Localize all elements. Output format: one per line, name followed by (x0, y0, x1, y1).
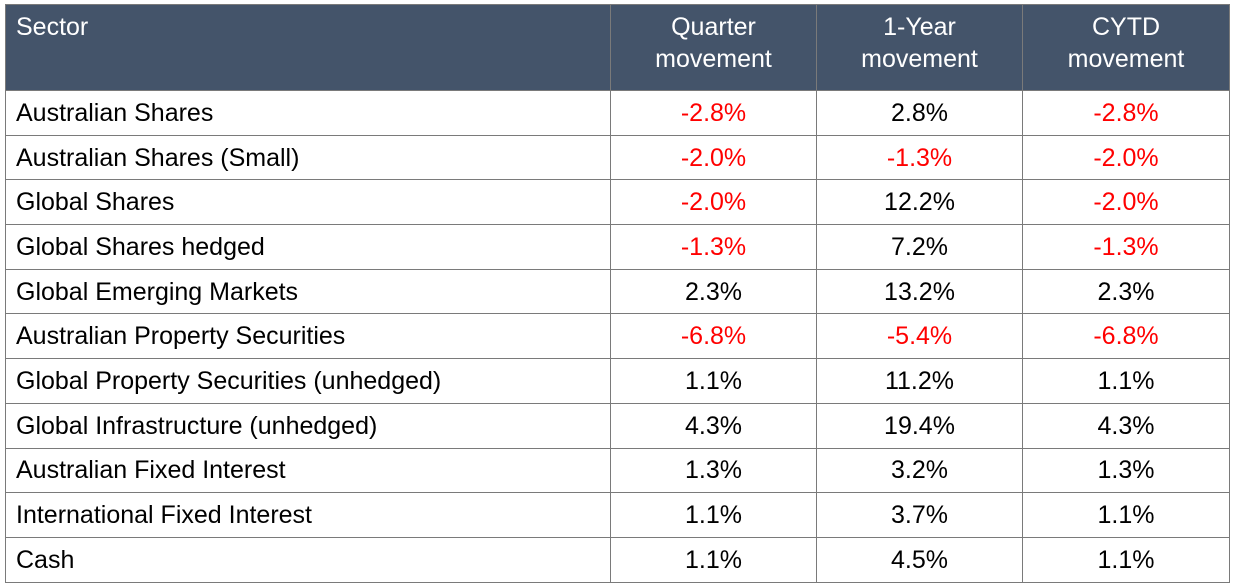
one-year-movement-cell: 3.2% (816, 447, 1023, 494)
quarter-movement-cell: 1.1% (610, 536, 817, 583)
header-quarter-line-1: Quarter (671, 13, 756, 41)
sector-name-cell: Australian Property Securities (5, 313, 611, 360)
sector-name-cell: Global Infrastructure (unhedged) (5, 402, 611, 449)
cytd-movement-cell: 1.1% (1022, 492, 1230, 538)
sector-performance-table: Sector Quarter movement 1-Year movement … (5, 4, 1230, 583)
quarter-movement-cell: -2.0% (610, 134, 817, 181)
one-year-movement-cell: -5.4% (816, 313, 1023, 360)
quarter-movement-cell: -1.3% (610, 224, 817, 270)
sector-name-cell: Global Emerging Markets (5, 268, 611, 315)
header-cytd-line-2: movement (1067, 45, 1185, 73)
one-year-movement-cell: -1.3% (816, 134, 1023, 181)
header-row: Sector Quarter movement 1-Year movement … (5, 4, 1230, 91)
cytd-movement-cell: 1.1% (1022, 536, 1230, 583)
header-quarter-movement: Quarter movement (610, 4, 817, 91)
sector-name-cell: Australian Shares (5, 90, 611, 136)
sector-name-cell: Global Property Securities (unhedged) (5, 358, 611, 404)
one-year-movement-cell: 13.2% (816, 268, 1023, 315)
header-1-year-line-2: movement (861, 45, 978, 73)
sector-name-cell: Global Shares (5, 179, 611, 226)
table-row: Australian Shares -2.8% 2.8% -2.8% (5, 90, 1230, 136)
quarter-movement-cell: -6.8% (610, 313, 817, 360)
table-row: Australian Fixed Interest 1.3% 3.2% 1.3% (5, 447, 1230, 494)
sector-name-cell: Australian Shares (Small) (5, 134, 611, 181)
quarter-movement-cell: -2.0% (610, 179, 817, 226)
cytd-movement-cell: -2.0% (1022, 134, 1230, 181)
header-quarter-line-2: movement (655, 45, 772, 73)
one-year-movement-cell: 4.5% (816, 536, 1023, 583)
table-row: Global Emerging Markets 2.3% 13.2% 2.3% (5, 268, 1230, 315)
cytd-movement-cell: -2.0% (1022, 179, 1230, 226)
table-row: Australian Shares (Small) -2.0% -1.3% -2.0% (5, 134, 1230, 181)
table-row: Cash 1.1% 4.5% 1.1% (5, 536, 1230, 583)
table-row: Global Infrastructure (unhedged) 4.3% 19.4… (5, 402, 1230, 449)
header-cytd-line-1: CYTD (1091, 13, 1161, 41)
quarter-movement-cell: 1.1% (610, 358, 817, 404)
one-year-movement-cell: 12.2% (816, 179, 1023, 226)
header-1-year-movement: 1-Year movement (816, 4, 1023, 91)
table-header: Sector Quarter movement 1-Year movement … (5, 4, 1230, 91)
cytd-movement-cell: -2.8% (1022, 90, 1230, 136)
header-1-year-line-1: 1-Year (883, 13, 956, 41)
cytd-movement-cell: 1.1% (1022, 358, 1230, 404)
quarter-movement-cell: -2.8% (610, 90, 817, 136)
performance-table-container: Sector Quarter movement 1-Year movement … (5, 4, 1230, 583)
one-year-movement-cell: 3.7% (816, 492, 1023, 538)
sector-name-cell: Global Shares hedged (5, 224, 611, 270)
cytd-movement-cell: -6.8% (1022, 313, 1230, 360)
cytd-movement-cell: 2.3% (1022, 268, 1230, 315)
sector-name-cell: Australian Fixed Interest (5, 447, 611, 494)
cytd-movement-cell: -1.3% (1022, 224, 1230, 270)
one-year-movement-cell: 19.4% (816, 402, 1023, 449)
one-year-movement-cell: 2.8% (816, 90, 1023, 136)
one-year-movement-cell: 11.2% (816, 358, 1023, 404)
header-sector-line-1: Sector (16, 13, 89, 41)
quarter-movement-cell: 1.3% (610, 447, 817, 494)
sector-name-cell: International Fixed Interest (5, 492, 611, 538)
table-row: Australian Property Securities -6.8% -5.4%… (5, 313, 1230, 360)
quarter-movement-cell: 4.3% (610, 402, 817, 449)
header-cytd-movement: CYTD movement (1022, 4, 1230, 91)
cytd-movement-cell: 1.3% (1022, 447, 1230, 494)
header-sector: Sector (5, 4, 611, 91)
quarter-movement-cell: 2.3% (610, 268, 817, 315)
cytd-movement-cell: 4.3% (1022, 402, 1230, 449)
table-row: International Fixed Interest 1.1% 3.7% 1.1% (5, 492, 1230, 538)
quarter-movement-cell: 1.1% (610, 492, 817, 538)
sector-name-cell: Cash (5, 536, 611, 583)
table-row: Global Shares hedged -1.3% 7.2% -1.3% (5, 224, 1230, 270)
one-year-movement-cell: 7.2% (816, 224, 1023, 270)
table-row: Global Shares -2.0% 12.2% -2.0% (5, 179, 1230, 226)
table-row: Global Property Securities (unhedged) 1.1… (5, 358, 1230, 404)
table-body: Australian Shares -2.8% 2.8% -2.8% Australia… (5, 90, 1230, 583)
